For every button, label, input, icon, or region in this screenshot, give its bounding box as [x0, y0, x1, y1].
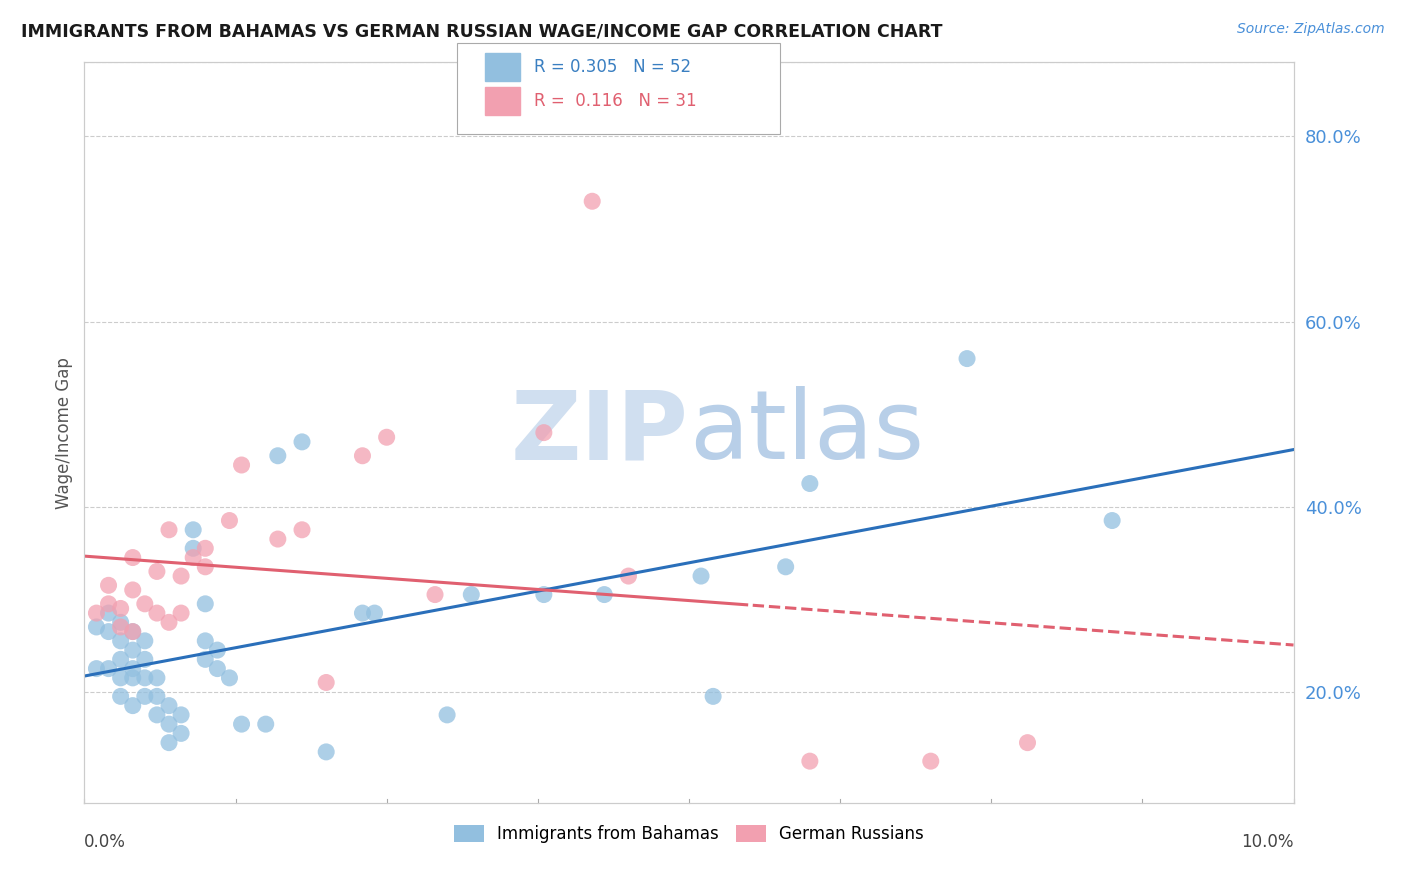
Point — [157, 523, 180, 537]
Text: 10.0%: 10.0% — [1241, 833, 1294, 851]
Point — [315, 745, 337, 759]
Point — [86, 620, 108, 634]
Point — [110, 652, 132, 666]
Point — [533, 425, 555, 440]
Point — [157, 698, 180, 713]
Point — [110, 615, 132, 630]
Point — [157, 717, 180, 731]
Point — [146, 565, 169, 579]
Point — [170, 726, 193, 740]
Point — [775, 559, 797, 574]
Point — [170, 606, 193, 620]
Point — [315, 675, 337, 690]
Point — [352, 449, 374, 463]
Point — [920, 754, 942, 768]
Point — [194, 559, 217, 574]
Point — [134, 671, 156, 685]
Point — [146, 707, 169, 722]
Point — [436, 707, 458, 722]
Point — [121, 662, 143, 676]
Point — [460, 588, 482, 602]
Point — [97, 606, 120, 620]
Point — [375, 430, 398, 444]
Point — [134, 690, 156, 704]
Point — [181, 541, 204, 556]
Point — [702, 690, 724, 704]
Point — [110, 620, 132, 634]
Point — [97, 662, 120, 676]
Point — [97, 578, 120, 592]
Point — [194, 652, 217, 666]
Point — [121, 698, 143, 713]
Point — [194, 597, 217, 611]
Point — [110, 690, 132, 704]
Point — [86, 606, 108, 620]
Point — [291, 434, 314, 449]
Point — [181, 523, 204, 537]
Point — [254, 717, 277, 731]
Point — [134, 597, 156, 611]
Point — [218, 514, 240, 528]
Point — [231, 717, 253, 731]
Text: atlas: atlas — [689, 386, 924, 479]
Point — [231, 458, 253, 472]
Point — [181, 550, 204, 565]
Point — [134, 652, 156, 666]
Point — [97, 624, 120, 639]
Point — [97, 597, 120, 611]
Text: ZIP: ZIP — [510, 386, 689, 479]
Point — [86, 662, 108, 676]
Point — [110, 671, 132, 685]
Text: R = 0.305   N = 52: R = 0.305 N = 52 — [534, 58, 692, 76]
Point — [121, 582, 143, 597]
Point — [1101, 514, 1123, 528]
Point — [617, 569, 640, 583]
Point — [267, 532, 290, 546]
Point — [121, 671, 143, 685]
Point — [291, 523, 314, 537]
Point — [207, 662, 229, 676]
Point — [110, 601, 132, 615]
Point — [146, 690, 169, 704]
Point — [110, 633, 132, 648]
Point — [423, 588, 446, 602]
Y-axis label: Wage/Income Gap: Wage/Income Gap — [55, 357, 73, 508]
Text: R =  0.116   N = 31: R = 0.116 N = 31 — [534, 92, 697, 110]
Point — [1017, 736, 1039, 750]
Point — [121, 624, 143, 639]
Text: IMMIGRANTS FROM BAHAMAS VS GERMAN RUSSIAN WAGE/INCOME GAP CORRELATION CHART: IMMIGRANTS FROM BAHAMAS VS GERMAN RUSSIA… — [21, 22, 942, 40]
Point — [581, 194, 603, 209]
Point — [170, 569, 193, 583]
Point — [194, 541, 217, 556]
Point — [956, 351, 979, 366]
Point — [157, 615, 180, 630]
Point — [352, 606, 374, 620]
Point — [799, 476, 821, 491]
Point — [170, 707, 193, 722]
Point — [157, 736, 180, 750]
Point — [121, 643, 143, 657]
Point — [194, 633, 217, 648]
Point — [799, 754, 821, 768]
Point — [593, 588, 616, 602]
Point — [690, 569, 713, 583]
Point — [218, 671, 240, 685]
Point — [267, 449, 290, 463]
Legend: Immigrants from Bahamas, German Russians: Immigrants from Bahamas, German Russians — [447, 819, 931, 850]
Point — [533, 588, 555, 602]
Point — [134, 633, 156, 648]
Point — [146, 671, 169, 685]
Point — [146, 606, 169, 620]
Text: Source: ZipAtlas.com: Source: ZipAtlas.com — [1237, 22, 1385, 37]
Point — [207, 643, 229, 657]
Text: 0.0%: 0.0% — [84, 833, 127, 851]
Point — [121, 624, 143, 639]
Point — [121, 550, 143, 565]
Point — [363, 606, 385, 620]
